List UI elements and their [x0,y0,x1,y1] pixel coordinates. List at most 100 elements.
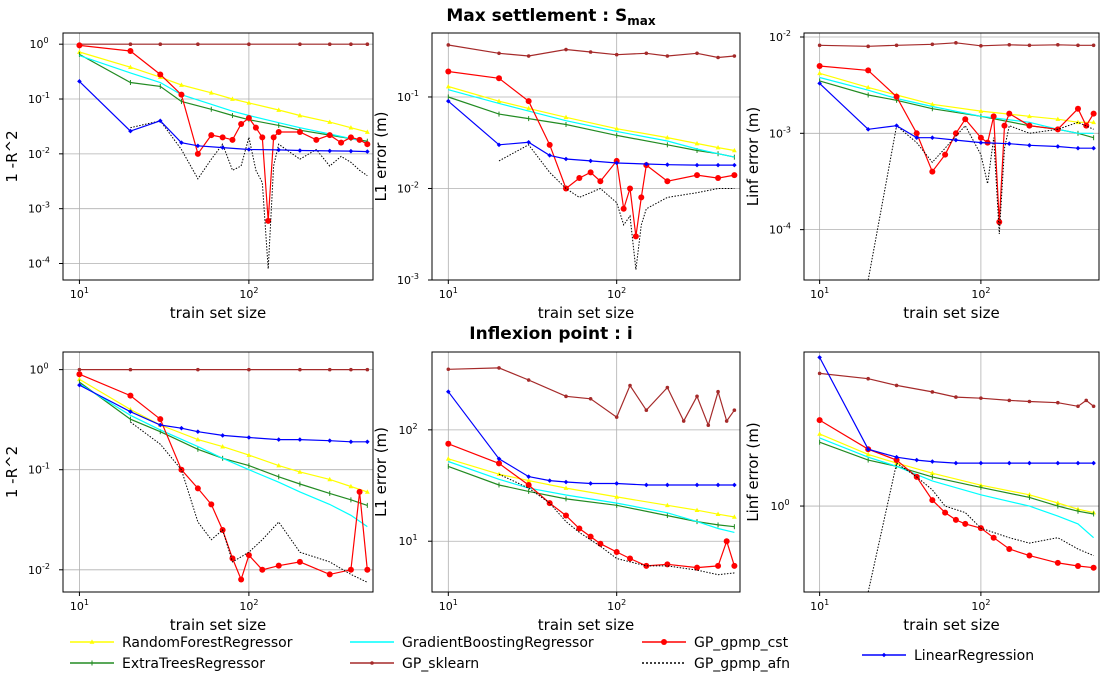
data-point-gp-gpmp-cst [613,549,620,556]
data-point-gp-gpmp-cst [326,571,333,578]
data-point-gp-sklearn [954,41,958,45]
y-tick-label: 10-2 [397,180,419,195]
y-tick-label: 10-1 [397,89,419,104]
data-point-gp-gpmp-cst [942,151,949,158]
data-point-randomforestregressor [445,456,451,461]
x-tick-label: 101 [439,598,458,613]
x-tick-label: 102 [607,286,626,301]
subplot-4: 101 102 10-2 10-1 100 train set size 1 -R^2 [3,351,374,634]
data-point-gp-gpmp-cst [229,136,236,143]
data-point-gp-sklearn [497,366,501,370]
data-point-gp-sklearn [196,42,200,46]
plot-area [63,33,373,280]
data-point-gp-sklearn [1091,404,1096,409]
data-point-linearregression [157,422,163,428]
data-point-linearregression [297,148,303,153]
data-point-linearregression [817,355,822,360]
data-point-gp-gpmp-cst [1054,559,1061,566]
y-tick-label: 10-3 [28,201,50,216]
data-point-linearregression [179,140,184,145]
series-line-linearregression [819,82,1094,149]
data-point-gp-gpmp-cst [731,172,738,179]
data-point-gp-gpmp-cst [962,116,969,123]
data-point-linearregression [246,435,252,440]
data-point-gp-sklearn [497,51,501,56]
data-point-linearregression [881,652,887,658]
data-point-gp-gpmp-cst [1001,122,1008,129]
legend-entry-gp-gpmp-cst: GP_gpmp_cst [642,635,789,651]
data-point-gp-sklearn [817,371,822,376]
y-axis-label: 1 -R^2 [3,130,21,182]
series-line-gp-gpmp-afn [498,144,735,270]
data-point-gp-gpmp-cst [1026,122,1033,129]
data-point-linearregression [220,433,225,438]
data-point-gp-gpmp-cst [275,129,282,136]
data-point-gp-sklearn [588,397,593,401]
data-point-linearregression [220,145,225,150]
data-point-linearregression [179,425,184,431]
data-point-linearregression [614,481,619,486]
data-point-gp-sklearn [716,389,720,394]
data-point-randomforestregressor [220,444,226,449]
data-point-linearregression [1055,144,1061,149]
data-point-gp-sklearn [979,44,983,48]
data-point-gp-gpmp-cst [723,538,730,545]
data-point-gp-gpmp-cst [313,136,320,143]
data-point-gp-sklearn [866,44,870,49]
y-axis-label: 1 -R^2 [3,446,21,498]
y-axis-label: L1 error (m) [372,111,390,201]
data-point-randomforestregressor [715,511,721,516]
series-line-gradientboostingregressor [79,383,368,528]
data-point-gp-sklearn [1027,399,1032,404]
legend-entry-linearregression: LinearRegression [862,648,1034,664]
data-point-randomforestregressor [614,126,620,131]
data-point-gp-gpmp-cst [942,509,949,516]
data-point-gp-sklearn [1076,404,1080,409]
data-point-linearregression [547,153,552,158]
data-point-gp-gpmp-cst [445,440,452,447]
x-axis-label: train set size [903,304,999,322]
data-point-randomforestregressor [348,483,354,489]
data-point-randomforestregressor [526,478,532,483]
series-group [445,43,738,270]
data-point-randomforestregressor [276,462,282,468]
series-line-gp-gpmp-afn [130,421,368,583]
data-point-linearregression [195,429,201,434]
data-point-randomforestregressor [978,482,984,487]
data-point-linearregression [77,382,82,388]
data-point-randomforestregressor [664,134,670,140]
data-point-randomforestregressor [1055,116,1061,122]
series-line-gradientboostingregressor [79,55,368,144]
data-point-gp-gpmp-cst [731,562,738,569]
data-point-linearregression [894,454,899,460]
data-point-gp-gpmp-cst [238,121,245,128]
data-point-gp-sklearn [196,367,200,372]
series-line-randomforestregressor [79,51,368,133]
subplot-6: 101 102 100 train set size Linf error (m) [744,351,1100,634]
data-point-gp-gpmp-cst [627,185,634,192]
data-point-gp-gpmp-cst [627,555,634,562]
data-point-gp-sklearn [732,408,737,413]
series-line-linearregression [819,357,1094,464]
data-point-randomforestregressor [817,70,823,76]
axes-frame [62,351,374,593]
data-point-randomforestregressor [496,98,502,103]
data-point-gp-sklearn [128,367,133,372]
series-line-extratreesregressor [79,53,368,142]
figure-title-bottom: Inflexion point : i [469,324,632,344]
subplot-1: 101 102 10-4 10-3 10-2 10-1 100 train set size 1… [3,32,374,322]
data-point-gp-gpmp-cst [576,525,583,532]
series-line-linearregression [447,391,735,486]
data-point-gp-gpmp-cst [208,501,215,508]
x-axis-label: train set size [538,304,634,322]
data-point-gp-gpmp-cst [664,561,671,568]
data-point-linearregression [348,148,354,154]
data-point-gp-gpmp-cst [1074,105,1081,112]
data-point-linearregression [446,389,451,395]
data-point-linearregression [365,439,370,445]
data-point-linearregression [694,482,700,488]
data-point-randomforestregressor [1091,119,1097,125]
series-line-gradientboostingregressor [819,437,1094,539]
y-tick-label: 100 [29,362,48,377]
